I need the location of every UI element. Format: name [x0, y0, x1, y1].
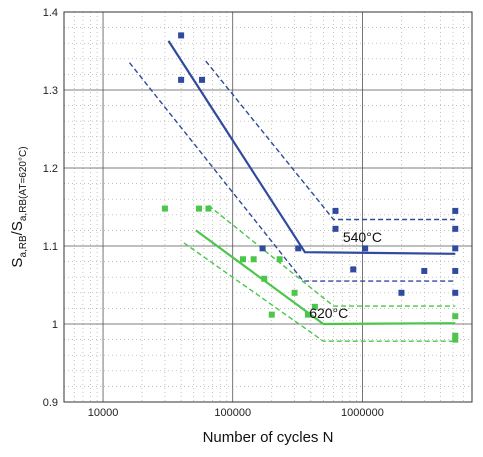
y-tick-label: 1.2 — [43, 163, 58, 175]
x-axis-title: Number of cycles N — [203, 429, 334, 446]
x-tick-labels: 10000 100000 1000000 — [88, 407, 384, 419]
data-point — [205, 205, 212, 212]
mean-curve — [195, 229, 456, 326]
data-point — [452, 332, 459, 339]
data-point — [452, 289, 459, 296]
y-tick-label: 1 — [52, 319, 58, 331]
y-tick-label: 1.1 — [43, 241, 58, 253]
y-tick-label: 1.3 — [43, 85, 58, 97]
data-point — [311, 303, 318, 310]
data-point — [268, 311, 275, 318]
data-point — [452, 245, 459, 252]
y-tick-labels: 0.9 1 1.1 1.2 1.3 1.4 — [43, 7, 58, 409]
data-point — [250, 256, 257, 263]
data-point — [452, 313, 459, 320]
data-point — [178, 32, 185, 39]
data-point — [276, 256, 283, 263]
y-tick-label: 0.9 — [43, 397, 58, 409]
scatter-band-curve — [208, 204, 456, 307]
major-gridlines — [64, 11, 472, 403]
data-point — [239, 256, 246, 263]
data-point — [196, 205, 203, 212]
scatter-band-curve — [205, 60, 456, 221]
y-axis-title-main: S — [9, 258, 26, 268]
data-point — [350, 266, 357, 273]
minor-gridlines — [63, 12, 473, 402]
data-point — [452, 336, 459, 343]
data-markers — [161, 32, 459, 343]
y-axis-title-slash: /S — [9, 221, 26, 235]
x-tick-label: 10000 — [88, 407, 119, 419]
data-point — [452, 267, 459, 274]
y-axis-title-sub1: a,RB — [18, 235, 29, 258]
data-point — [398, 289, 405, 296]
data-point — [295, 245, 302, 252]
scatter-band-curve — [128, 62, 456, 282]
data-point — [332, 225, 339, 232]
data-point — [452, 207, 459, 214]
data-point — [452, 225, 459, 232]
curve-label: 620°C — [309, 305, 348, 321]
y-axis-title-sub2: a,RB(AT=620°C) — [18, 146, 29, 221]
y-axis-title: Sa,RB/Sa,RB(AT=620°C) — [9, 146, 29, 267]
x-tick-label: 1000000 — [341, 407, 384, 419]
data-point — [304, 311, 311, 318]
y-tick-label: 1.4 — [43, 7, 58, 19]
data-point — [161, 205, 168, 212]
data-point — [199, 76, 206, 83]
plot-frame — [63, 11, 473, 403]
data-point — [261, 275, 268, 282]
data-point — [178, 76, 185, 83]
annotations: 540°C 620°C — [309, 229, 382, 321]
data-point — [291, 289, 298, 296]
scatter-band-curve — [183, 242, 456, 342]
x-tick-label: 100000 — [214, 407, 251, 419]
data-point — [259, 245, 266, 252]
curve-label: 540°C — [343, 229, 382, 245]
mean-curve — [167, 40, 456, 255]
data-point — [421, 267, 428, 274]
data-point — [332, 207, 339, 214]
fit-lines — [128, 40, 456, 342]
data-point — [362, 245, 369, 252]
